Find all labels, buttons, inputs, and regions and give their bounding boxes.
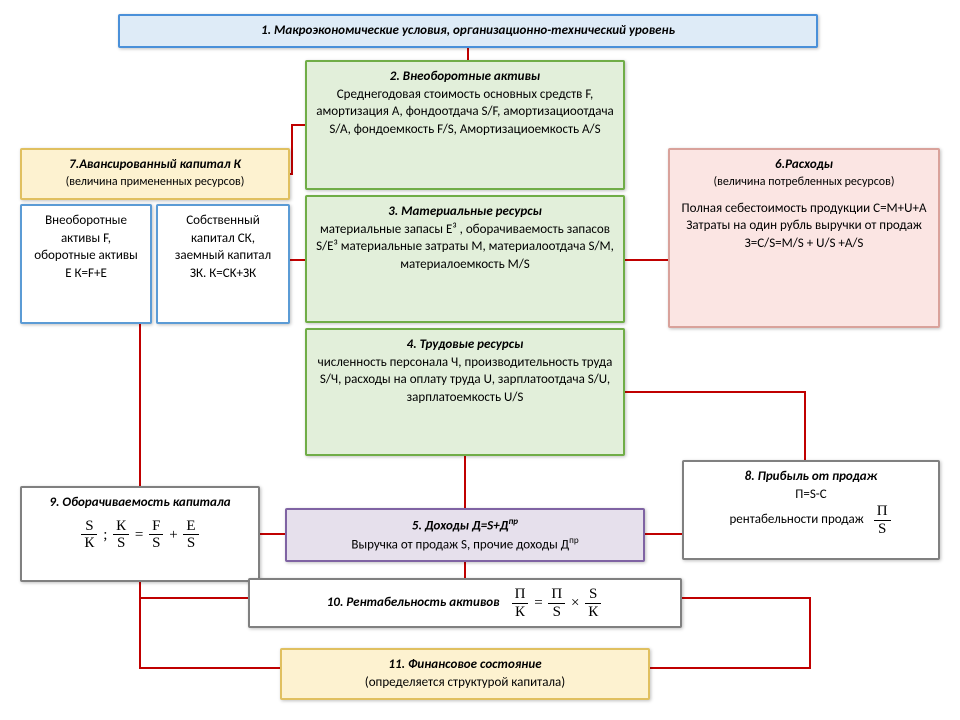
- box-9-title: 9. Оборачиваемость капитала: [30, 494, 250, 512]
- box-9-turnover: 9. Оборачиваемость капитала SК ; КS = FS…: [20, 486, 260, 582]
- box-10-formula: ПК = ПS × SК: [510, 586, 604, 620]
- box-2-title: 2. Внеоборотные активы: [315, 68, 615, 86]
- box-7a-assets: Внеоборотные активы F, оборотные активы …: [20, 204, 152, 324]
- box-11-title: 11. Финансовое состояние: [290, 656, 640, 674]
- box-3-body: материальные запасы E³ , оборачиваемость…: [315, 221, 615, 274]
- box-1-title: 1. Макроэкономические условия, организац…: [261, 23, 675, 38]
- box-6-body: Полная себестоимость продукции С=M+U+A З…: [678, 200, 930, 253]
- box-2-body: Среднегодовая стоимость основных средств…: [315, 86, 615, 139]
- box-8-post: рентабельности продаж: [729, 511, 863, 529]
- box-10-title: 10. Рентабельность активов: [327, 594, 500, 612]
- box-7b-body: Собственный капитал СК, заемный капитал …: [166, 212, 280, 282]
- box-11-financial-state: 11. Финансовое состояние (определяется с…: [280, 648, 650, 700]
- box-7-title: 7.Авансированный капитал К: [30, 156, 280, 174]
- box-2-fixed-assets: 2. Внеоборотные активы Среднегодовая сто…: [305, 60, 625, 190]
- box-7-sub: (величина примененных ресурсов): [30, 174, 280, 190]
- box-6-expenses: 6.Расходы (величина потребленных ресурсо…: [668, 148, 940, 328]
- box-8-profit: 8. Прибыль от продаж П=S-C рентабельност…: [682, 460, 940, 560]
- box-11-body: (определяется структурой капитала): [290, 674, 640, 692]
- box-3-title: 3. Материальные ресурсы: [315, 203, 615, 221]
- box-7a-body: Внеоборотные активы F, оборотные активы …: [30, 212, 142, 282]
- box-5-body: Выручка от продаж S, прочие доходы Дпр: [295, 535, 635, 554]
- box-5-title: 5. Доходы Д=S+Дпр: [295, 516, 635, 535]
- box-3-material-resources: 3. Материальные ресурсы материальные зап…: [305, 195, 625, 323]
- box-8-title: 8. Прибыль от продаж: [692, 468, 930, 486]
- box-4-title: 4. Трудовые ресурсы: [315, 336, 615, 354]
- box-4-body: численность персонала Ч, производительно…: [315, 354, 615, 407]
- box-9-formula: SК ; КS = FS + ES: [30, 518, 250, 552]
- box-4-labor-resources: 4. Трудовые ресурсы численность персонал…: [305, 328, 625, 456]
- box-8-formula: П S: [874, 503, 891, 537]
- box-1-macroeconomic: 1. Макроэкономические условия, организац…: [118, 14, 818, 48]
- box-8-pre: П=S-C: [692, 486, 930, 504]
- box-10-roa: 10. Рентабельность активов ПК = ПS × SК: [248, 578, 682, 628]
- box-7-advanced-capital: 7.Авансированный капитал К (величина при…: [20, 148, 290, 200]
- box-7b-capital: Собственный капитал СК, заемный капитал …: [156, 204, 290, 324]
- box-6-title: 6.Расходы: [678, 156, 930, 174]
- box-5-income: 5. Доходы Д=S+Дпр Выручка от продаж S, п…: [285, 508, 645, 562]
- box-6-sub: (величина потребленных ресурсов): [678, 174, 930, 190]
